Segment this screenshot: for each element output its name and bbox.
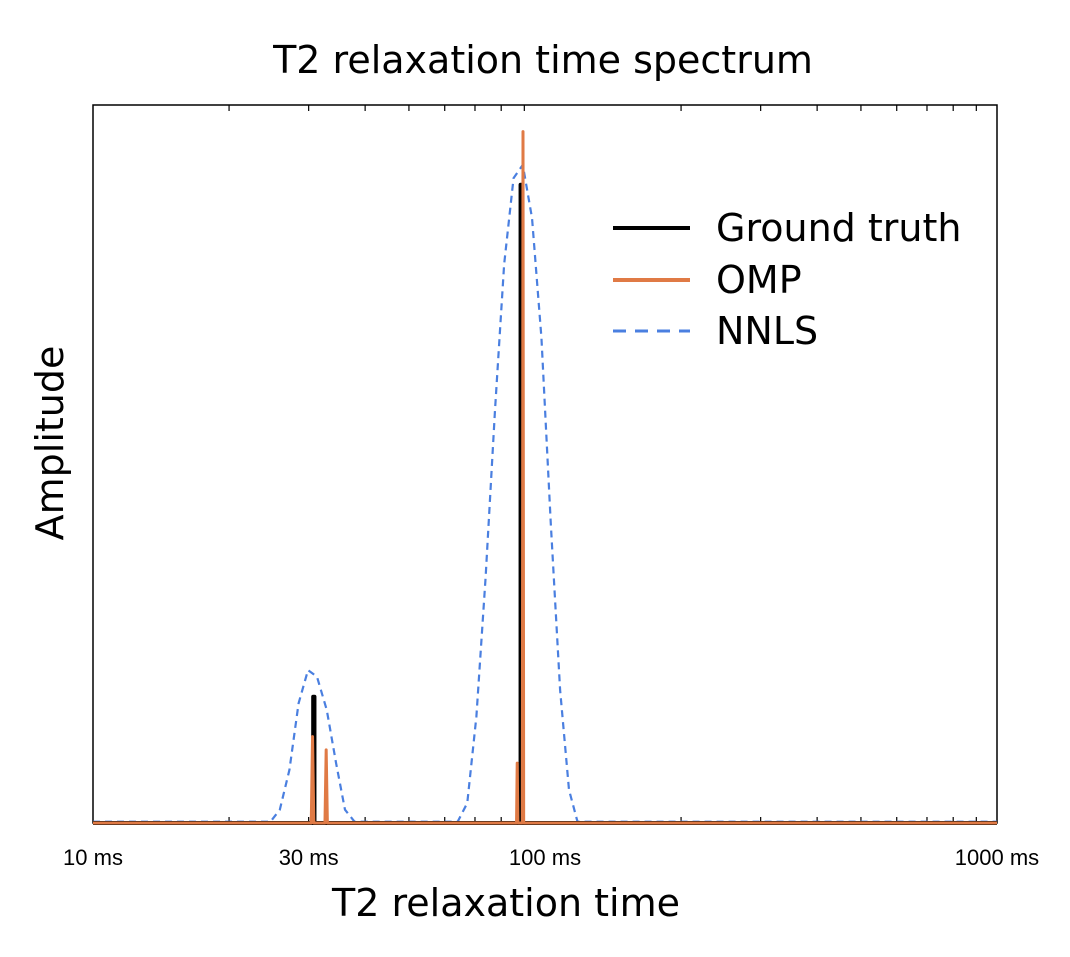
legend-label-ground-truth: Ground truth — [716, 206, 961, 250]
legend-label-omp: OMP — [716, 258, 802, 302]
x-tick-label: 30 ms — [279, 845, 339, 870]
x-tick-label: 1000 ms — [955, 845, 1039, 870]
chart-title: T2 relaxation time spectrum — [272, 38, 813, 82]
x-axis-label: T2 relaxation time — [331, 881, 680, 925]
x-tick-label: 10 ms — [63, 845, 123, 870]
legend-label-nnls: NNLS — [716, 309, 818, 353]
series-omp-line — [93, 130, 997, 825]
x-tick-label: 100 ms — [509, 845, 581, 870]
x-axis-ticks: 10 ms 30 ms 100 ms 1000 ms — [63, 105, 1039, 870]
legend: Ground truth OMP NNLS — [613, 206, 961, 353]
series-nnls-line — [93, 163, 997, 823]
y-axis-label: Amplitude — [28, 346, 72, 541]
series-ground-truth-line — [93, 182, 997, 825]
series-group — [93, 130, 997, 825]
